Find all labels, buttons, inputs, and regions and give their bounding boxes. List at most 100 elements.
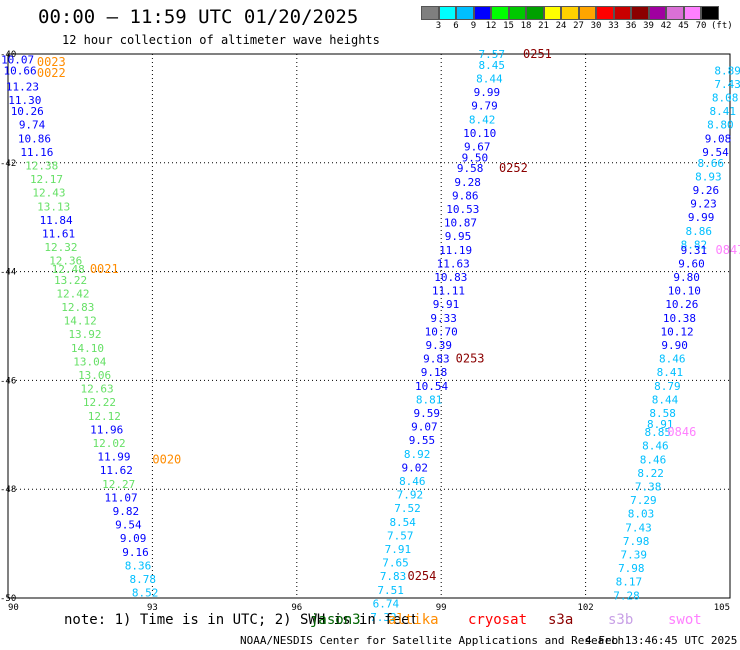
- colorbar-swatch: [578, 6, 596, 20]
- wave-height-value: 7.51: [377, 584, 404, 597]
- x-tick-label: 105: [714, 603, 730, 613]
- colorbar-swatch: [631, 6, 649, 20]
- x-tick-label: 102: [577, 603, 593, 613]
- wave-height-value: 12.42: [56, 287, 89, 300]
- wave-height-value: 8.92: [404, 448, 431, 461]
- y-tick-label: -44: [0, 268, 16, 278]
- y-tick-label: -50: [0, 594, 16, 604]
- wave-height-value: 11.16: [20, 146, 53, 159]
- wave-height-value: 7.28: [613, 589, 640, 602]
- wave-height-value: 10.86: [18, 132, 51, 145]
- colorbar-swatch: [456, 6, 474, 20]
- colorbar-label: 3: [435, 21, 442, 31]
- colorbar-label: 15: [503, 21, 514, 31]
- wave-height-value: 8.82: [681, 238, 708, 251]
- wave-height-value: 10.83: [434, 271, 467, 284]
- wave-height-value: 9.90: [661, 339, 688, 352]
- wave-height-value: 9.83: [423, 353, 450, 366]
- wave-height-value: 11.19: [439, 244, 472, 257]
- wave-height-value: 9.67: [464, 140, 491, 153]
- wave-height-value: 8.79: [654, 380, 681, 393]
- wave-height-value: 8.85: [645, 426, 672, 439]
- wave-height-value: 11.62: [100, 464, 133, 477]
- wave-height-value: 7.57: [478, 48, 505, 61]
- wave-height-value: 8.22: [637, 467, 664, 480]
- wave-height-value: 9.18: [421, 366, 448, 379]
- wave-height-value: 9.28: [454, 176, 481, 189]
- wave-height-value: 13.13: [37, 200, 70, 213]
- colorbar: [421, 6, 719, 20]
- wave-height-value: 9.74: [19, 119, 46, 132]
- chart-subtitle: 12 hour collection of altimeter wave hei…: [62, 33, 380, 47]
- x-tick-label: 96: [291, 603, 302, 613]
- wave-height-value: 8.36: [125, 559, 152, 572]
- wave-height-value: 7.43: [625, 521, 652, 534]
- wave-height-value: 9.16: [122, 546, 149, 559]
- wave-height-value: 6.74: [373, 597, 400, 610]
- legend-item-s3b: s3b: [608, 612, 634, 628]
- wave-height-value: 9.82: [113, 505, 140, 518]
- wave-height-value: 10.87: [444, 217, 477, 230]
- wave-height-value: 10.07: [1, 53, 34, 66]
- wave-height-value: 8.86: [685, 225, 712, 238]
- pass-time-label: 0022: [37, 66, 66, 80]
- colorbar-label: 36: [625, 21, 637, 31]
- wave-height-value: 9.39: [426, 339, 453, 352]
- wave-height-value: 10.66: [3, 64, 36, 77]
- wave-height-value: 7.57: [387, 529, 414, 542]
- wave-height-value: 9.95: [445, 230, 472, 243]
- pass-time-label: 0253: [456, 352, 485, 366]
- wave-height-value: 7.98: [623, 535, 650, 548]
- wave-height-value: 10.12: [660, 325, 693, 338]
- x-tick-label: 99: [436, 603, 447, 613]
- wave-height-value: 8.44: [652, 393, 679, 406]
- colorbar-label: 70: [695, 21, 707, 31]
- wave-height-value: 8.46: [642, 440, 669, 453]
- wave-height-value: 7.92: [397, 489, 424, 502]
- footer-credit: NOAA/NESDIS Center for Satellite Applica…: [240, 634, 625, 647]
- pass-time-label: 0023: [37, 55, 66, 69]
- wave-height-value: 8.46: [659, 353, 686, 366]
- colorbar-swatch: [596, 6, 614, 20]
- legend-item-altika: altika: [388, 612, 439, 628]
- wave-height-value: 9.79: [471, 100, 498, 113]
- wave-height-value: 7.52: [394, 502, 421, 515]
- colorbar-swatch: [613, 6, 631, 20]
- wave-height-value: 8.91: [647, 418, 674, 431]
- wave-height-value: 9.55: [409, 434, 436, 447]
- colorbar-label: 12: [485, 21, 497, 31]
- colorbar-swatch: [683, 6, 701, 20]
- wave-height-value: 9.99: [474, 86, 501, 99]
- pass-time-label: 0252: [499, 161, 528, 175]
- wave-height-value: 9.08: [705, 132, 732, 145]
- wave-height-value: 8.42: [469, 113, 496, 126]
- wave-height-value: 11.99: [97, 451, 130, 464]
- wave-height-value: 9.58: [457, 162, 484, 175]
- wave-height-value: 8.17: [616, 576, 643, 589]
- wave-height-value: 10.53: [446, 203, 479, 216]
- wave-height-value: 9.60: [678, 257, 705, 270]
- wave-height-value: 14.10: [71, 342, 104, 355]
- colorbar-label: 27: [573, 21, 584, 31]
- wave-height-value: 11.07: [105, 491, 138, 504]
- colorbar-label: 33: [608, 21, 619, 31]
- wave-height-value: 7.38: [635, 480, 662, 493]
- wave-height-value: 13.06: [78, 369, 111, 382]
- wave-height-value: 8.46: [640, 453, 667, 466]
- wave-height-value: 8.52: [132, 587, 159, 600]
- wave-height-value: 9.99: [688, 211, 715, 224]
- wave-height-value: 8.41: [710, 105, 737, 118]
- wave-height-value: 8.46: [399, 475, 426, 488]
- legend-item-jason3: jason3: [310, 612, 361, 628]
- wave-height-value: 8.81: [416, 393, 443, 406]
- colorbar-swatch: [508, 6, 526, 20]
- wave-height-value: 7.91: [385, 543, 412, 556]
- wave-height-value: 9.54: [115, 519, 142, 532]
- wave-height-value: 8.41: [657, 366, 684, 379]
- wave-height-value: 9.59: [414, 407, 441, 420]
- y-tick-label: -42: [0, 159, 16, 169]
- wave-height-value: 11.96: [90, 423, 123, 436]
- colorbar-label: 9: [470, 21, 477, 31]
- wave-height-value: 12.63: [80, 383, 113, 396]
